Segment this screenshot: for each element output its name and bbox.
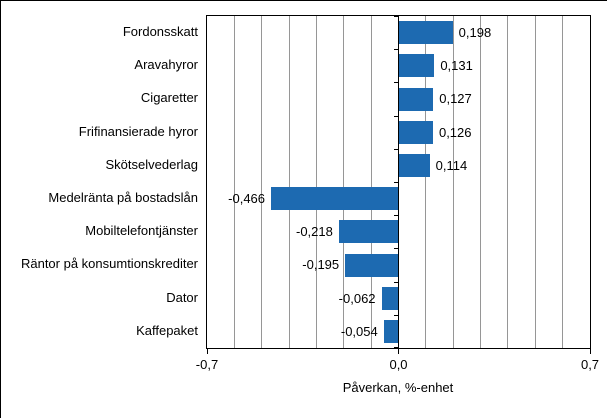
value-label: 0,131 [440, 58, 473, 74]
category-label: Medelränta på bostadslån [48, 190, 198, 205]
x-tick-mark [589, 348, 591, 354]
category-tick-mark [393, 215, 399, 217]
gridline [261, 16, 263, 348]
category-label: Kaffepaket [136, 322, 198, 338]
bar [398, 153, 430, 177]
category-label: Cigaretter [140, 90, 198, 106]
category-label: Dator [166, 289, 198, 305]
gridline [315, 16, 317, 348]
gridline [370, 16, 372, 348]
category-label: Aravahyror [134, 57, 198, 73]
category-tick-mark [393, 314, 399, 316]
gridline [534, 16, 536, 348]
gridline [507, 16, 509, 348]
zero-line [398, 16, 399, 348]
bar [398, 21, 453, 45]
category-label: Mobiltelefontjänster [85, 223, 198, 239]
gridline [233, 16, 235, 348]
gridline [288, 16, 290, 348]
gridline [562, 16, 564, 348]
category-label: Skötselvederlag [105, 156, 199, 172]
gridline [343, 16, 345, 348]
x-tick-mark [206, 348, 208, 354]
bar [383, 319, 399, 343]
value-label: 0,114 [435, 157, 468, 173]
category-tick-mark [393, 281, 399, 283]
category-tick-mark [393, 182, 399, 183]
category-label: Fordonsskatt [122, 24, 198, 39]
x-axis-title: Påverkan, %-enhet [342, 380, 454, 395]
category-tick-mark [393, 82, 399, 84]
bar [381, 286, 399, 310]
value-label: -0,062 [338, 290, 376, 306]
category-tick-mark [393, 347, 399, 348]
bar [398, 87, 434, 111]
gridline [425, 16, 427, 348]
bar [271, 187, 399, 211]
value-label: 0,198 [458, 25, 492, 40]
x-tick-label: 0,7 [580, 357, 600, 372]
category-tick-mark [393, 148, 399, 150]
gridline [452, 16, 454, 348]
plot-area: 0,198 0,131 0,127 0,126 0,114 -0,466 -0,218 -0,… [206, 15, 591, 349]
category-label: Räntor på konsumtionskrediter [20, 256, 198, 272]
bar [345, 253, 399, 277]
value-label: -0,054 [340, 323, 378, 339]
x-tick-mark [398, 348, 399, 354]
category-tick-mark [393, 49, 399, 51]
value-label: 0,126 [438, 124, 472, 140]
value-label: -0,195 [302, 257, 340, 273]
gridline [480, 16, 482, 348]
category-tick-mark [393, 248, 399, 250]
category-tick-mark [393, 16, 399, 17]
bar [398, 120, 433, 144]
category-label: Frifinansierade hyror [78, 123, 198, 139]
bar [338, 220, 399, 244]
value-label: -0,218 [296, 224, 333, 240]
bar [398, 54, 435, 78]
category-tick-mark [393, 115, 399, 117]
x-tick-label: 0,0 [389, 357, 408, 372]
value-label: -0,466 [228, 191, 266, 206]
x-tick-label: -0,7 [195, 357, 219, 372]
value-label: 0,127 [439, 91, 472, 107]
